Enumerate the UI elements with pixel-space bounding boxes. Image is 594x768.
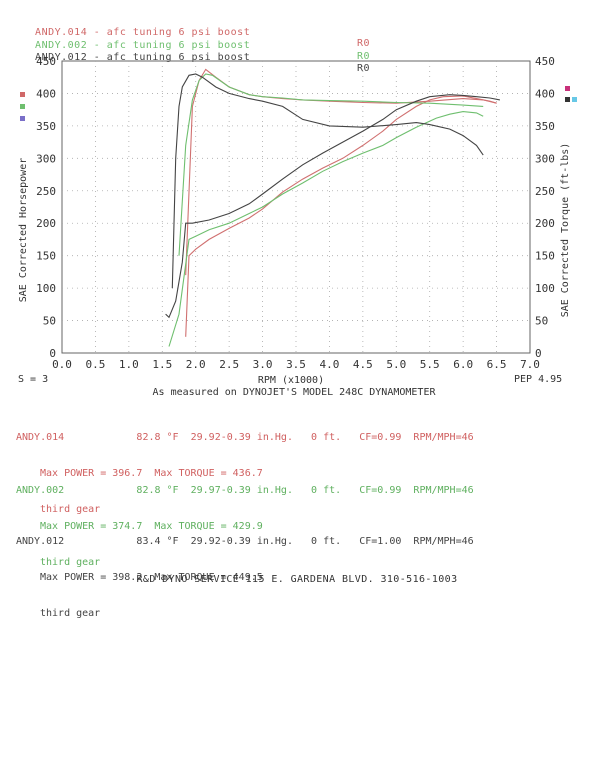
x-tick-label: 3.0 (253, 358, 273, 371)
dyno-note: As measured on DYNOJET'S MODEL 248C DYNA… (153, 387, 437, 398)
legend-swatch-right-3 (572, 97, 577, 102)
run-cf: CF=1.00 (359, 536, 402, 547)
run-temp: 82.8 °F (136, 485, 179, 496)
x-tick-label: 4.0 (319, 358, 339, 371)
y-tick-label-left: 400 (36, 87, 56, 100)
run-cf: CF=0.99 (359, 432, 402, 443)
run-block-2: ANDY.002 82.8 °F 29.97-0.39 in.Hg. 0 ft.… (16, 461, 474, 581)
x-tick-label: 0.5 (85, 358, 105, 371)
series-line-power-4 (165, 94, 501, 319)
legend-swatch-purple (20, 116, 25, 121)
x-tick-label: 7.0 (520, 358, 540, 371)
series-line-torque-3 (178, 73, 484, 256)
x-tick-label: 6.5 (487, 358, 507, 371)
smoothing-label: S = 3 (18, 374, 48, 385)
run-rpm: RPM/MPH=46 (413, 536, 474, 547)
footer-address: R&D DYNO SERVICE 115 E. GARDENA BLVD. 31… (136, 574, 458, 585)
y-tick-label-right: 300 (535, 152, 555, 165)
y-tick-label-right: 0 (535, 347, 542, 360)
x-tick-label: 0.0 (52, 358, 72, 371)
y-tick-labels-left: 0 50 100 150 200 250 300 350 400 450 (36, 55, 56, 360)
x-tick-label: 3.5 (286, 358, 306, 371)
run-block-3: ANDY.012 83.4 °F 29.92-0.39 in.Hg. 0 ft.… (16, 512, 474, 632)
y-tick-label-left: 150 (36, 250, 56, 263)
run-conditions: ANDY.002 82.8 °F 29.97-0.39 in.Hg. 0 ft.… (16, 485, 474, 497)
y-tick-label-left: 350 (36, 120, 56, 133)
y-tick-label-right: 50 (535, 315, 548, 328)
run-max: Max POWER = 374.7 Max TORQUE = 429.9 (40, 521, 263, 532)
x-tick-label: 1.0 (119, 358, 139, 371)
header-run-code: R0 (357, 63, 371, 74)
x-tick-label: 1.5 (152, 358, 172, 371)
header-run-1: ANDY.014 - afc tuning 6 psi boost R0 (22, 16, 369, 49)
y-tick-label-right: 250 (535, 185, 555, 198)
run-temp: 83.4 °F (136, 536, 179, 547)
y-axis-label-right: SAE Corrected Torque (ft-lbs) (560, 143, 571, 318)
header-run-label: ANDY.002 - afc tuning 6 psi boost (35, 40, 251, 51)
run-block-1: ANDY.014 82.8 °F 29.92-0.39 in.Hg. 0 ft.… (16, 408, 474, 528)
run-rpm: RPM/MPH=46 (413, 485, 474, 496)
header-run-label: ANDY.014 - afc tuning 6 psi boost (35, 27, 251, 38)
y-tick-label-left: 100 (36, 282, 56, 295)
y-tick-label-left: 450 (36, 55, 56, 68)
y-tick-label-left: 0 (49, 347, 56, 360)
run-baro: 29.92-0.39 in.Hg. (190, 536, 293, 547)
series-line-power-2 (168, 111, 484, 347)
y-axis-label-left: SAE Corrected Horsepower (18, 158, 29, 303)
x-tick-label: 2.5 (219, 358, 239, 371)
series-line-torque-5 (171, 73, 484, 289)
pep-label: PEP 4.95 (514, 374, 562, 385)
legend-swatch-green (20, 104, 25, 109)
run-alt: 0 ft. (311, 536, 342, 547)
x-tick-label: 5.0 (386, 358, 406, 371)
run-name: ANDY.012 (16, 536, 65, 547)
x-tick-label: 2.0 (186, 358, 206, 371)
x-tick-labels: 0.0 0.5 1.0 1.5 2.0 2.5 3.0 3.5 4.0 4.5 5.0 5.5 6.0 6… (52, 358, 540, 371)
y-tick-label-right: 100 (535, 282, 555, 295)
run-baro: 29.92-0.39 in.Hg. (190, 432, 293, 443)
y-tick-label-left: 50 (43, 315, 56, 328)
run-gear: third gear (40, 608, 101, 619)
header-run-code: R0 (357, 38, 371, 49)
dyno-chart: 0.0 0.5 1.0 1.5 2.0 2.5 3.0 3.5 4.0 4.5 5.0 5.5 6.0 6… (18, 55, 571, 398)
y-tick-label-right: 450 (535, 55, 555, 68)
y-tick-label-left: 300 (36, 152, 56, 165)
run-temp: 82.8 °F (136, 432, 179, 443)
run-baro: 29.97-0.39 in.Hg. (190, 485, 293, 496)
header-run-code: R0 (357, 51, 371, 62)
x-axis-label: RPM (x1000) (258, 375, 324, 386)
run-max: Max POWER = 398.2 Max TORQUE = 449.5 (40, 572, 263, 583)
run-name: ANDY.014 (16, 432, 65, 443)
y-tick-label-right: 200 (535, 217, 555, 230)
y-tick-label-right: 400 (535, 87, 555, 100)
header-run-3: ANDY.012 - afc tuning 6 psi boost R0 (22, 41, 369, 74)
run-gear: third gear (40, 504, 101, 515)
run-alt: 0 ft. (311, 432, 342, 443)
run-gear: third gear (40, 557, 101, 568)
x-tick-label: 6.0 (453, 358, 473, 371)
series-line-torque-1 (185, 68, 497, 276)
legend-swatch-right-2 (565, 97, 570, 102)
y-tick-labels-right: 0 50 100 150 200 250 300 350 400 450 (535, 55, 555, 360)
y-tick-label-right: 350 (535, 120, 555, 133)
header-run-2: ANDY.002 - afc tuning 6 psi boost R0 (22, 29, 369, 62)
legend-swatch-red (20, 92, 25, 97)
chart-series (165, 68, 501, 347)
run-conditions: ANDY.014 82.8 °F 29.92-0.39 in.Hg. 0 ft.… (16, 432, 474, 444)
run-name: ANDY.002 (16, 485, 65, 496)
run-rpm: RPM/MPH=46 (413, 432, 474, 443)
y-tick-label-left: 200 (36, 217, 56, 230)
run-alt: 0 ft. (311, 485, 342, 496)
series-line-power-0 (185, 95, 497, 337)
x-tick-label: 5.5 (420, 358, 440, 371)
y-tick-label-right: 150 (535, 250, 555, 263)
x-tick-label: 4.5 (353, 358, 373, 371)
legend-swatch-right-1 (565, 86, 570, 91)
run-conditions: ANDY.012 83.4 °F 29.92-0.39 in.Hg. 0 ft.… (16, 536, 474, 548)
header-run-label: ANDY.012 - afc tuning 6 psi boost (35, 52, 251, 63)
y-tick-label-left: 250 (36, 185, 56, 198)
run-cf: CF=0.99 (359, 485, 402, 496)
run-max: Max POWER = 396.7 Max TORQUE = 436.7 (40, 468, 263, 479)
